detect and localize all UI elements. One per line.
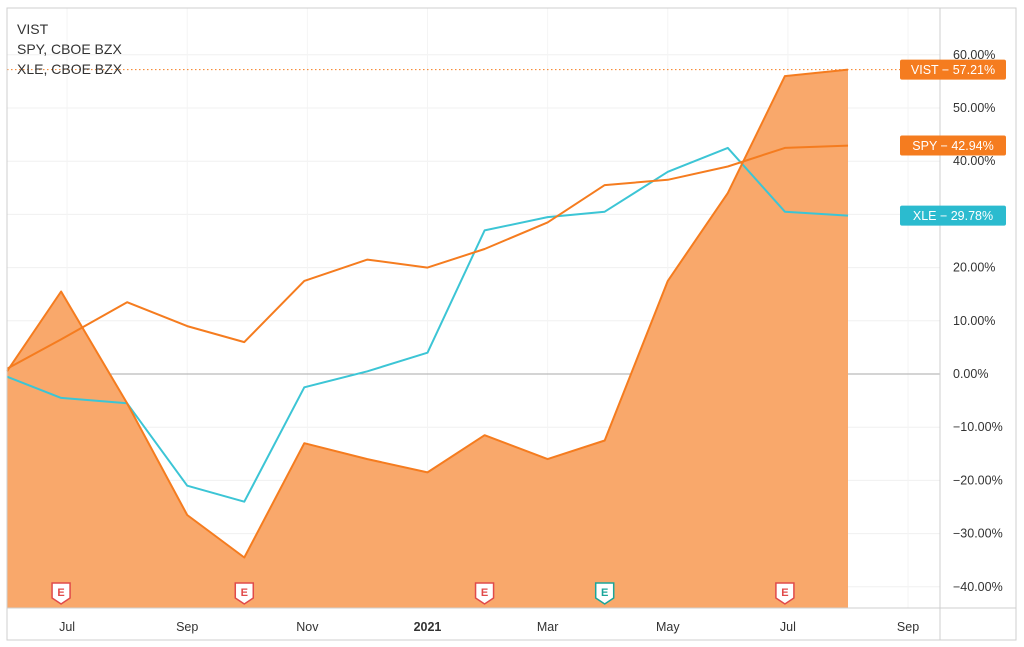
earnings-event-marker: E <box>234 582 255 605</box>
price-badges: VIST − 57.21% SPY − 42.94% XLE − 29.78% <box>900 59 1006 226</box>
value-badge-bg <box>900 205 1006 226</box>
y-tick-label: 40.00% <box>953 154 995 168</box>
earnings-event-marker: E <box>594 582 615 605</box>
earnings-event-label: E <box>241 587 248 599</box>
y-tick-label: −30.00% <box>953 527 1003 541</box>
earnings-event-shape <box>775 582 795 605</box>
earnings-event-label: E <box>601 587 608 599</box>
earnings-event-marker: E <box>51 582 71 605</box>
earnings-event-shape <box>51 582 71 605</box>
x-tick-label: Jul <box>59 620 75 634</box>
series-lines-layer <box>6 68 940 559</box>
x-tick-label: Mar <box>537 620 559 634</box>
axes-layer: 60.00%50.00%40.00%30.00%20.00%10.00%0.00… <box>59 48 1003 634</box>
x-tick-label: Nov <box>296 620 319 634</box>
earnings-event-label: E <box>481 587 488 599</box>
earnings-event-shape <box>474 582 495 605</box>
legend-entry: VIST <box>17 21 49 37</box>
chart-frame <box>6 7 1017 641</box>
value-badge-spy: SPY − 42.94% <box>900 135 1006 156</box>
y-tick-label: 0.00% <box>953 367 988 381</box>
earnings-event-label: E <box>57 587 64 599</box>
y-tick-label: −10.00% <box>953 420 1003 434</box>
y-tick-label: 10.00% <box>953 314 995 328</box>
value-badge-text: SPY − 42.94% <box>912 139 993 153</box>
earnings-event-marker: E <box>474 582 495 605</box>
legend-entry: SPY, CBOE BZX <box>17 41 122 57</box>
x-tick-label: Jul <box>780 620 796 634</box>
x-tick-label: Sep <box>176 620 198 634</box>
y-tick-label: 50.00% <box>953 101 995 115</box>
x-tick-label: May <box>656 620 680 634</box>
earnings-event-shape <box>234 582 255 605</box>
value-badge-text: XLE − 29.78% <box>913 209 993 223</box>
chart-border <box>6 7 1017 641</box>
y-tick-label: −20.00% <box>953 473 1003 487</box>
value-badge-vist: VIST − 57.21% <box>900 59 1006 80</box>
legend-entry: XLE, CBOE BZX <box>17 61 123 77</box>
y-tick-label: 60.00% <box>953 48 995 62</box>
value-badge-bg <box>900 59 1006 80</box>
earnings-event-shape <box>594 582 615 605</box>
x-tick-label: Sep <box>897 620 919 634</box>
x-tick-label: 2021 <box>414 620 442 634</box>
vist-area <box>7 69 848 609</box>
y-tick-label: 20.00% <box>953 261 995 275</box>
earnings-event-marker: E <box>775 582 795 605</box>
value-badge-bg <box>900 135 1006 156</box>
legend: VIST SPY, CBOE BZX XLE, CBOE BZX <box>17 21 123 77</box>
value-badge-text: VIST − 57.21% <box>911 63 995 77</box>
value-badge-xle: XLE − 29.78% <box>900 205 1006 226</box>
y-tick-label: −40.00% <box>953 580 1003 594</box>
area-fill-layer <box>7 69 848 609</box>
earnings-event-label: E <box>781 587 788 599</box>
